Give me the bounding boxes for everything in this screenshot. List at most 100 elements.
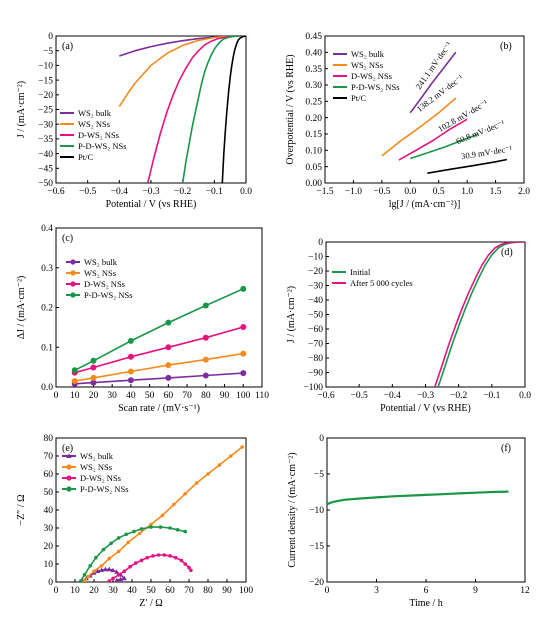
y-tick-label: 10	[44, 560, 54, 570]
data-point	[217, 463, 222, 467]
x-tick-label: 0	[54, 391, 59, 401]
x-axis-label: Potential / V (vs RHE)	[380, 403, 471, 414]
x-tick-label: −0.3	[417, 391, 434, 401]
series-line-4	[221, 36, 246, 183]
chart-panel-c: 0 10 20 30 40 50 60 70 80 90 100 110 0.0 0.1 0.2 0.3 0.4…	[16, 224, 269, 414]
x-tick-label: 9	[473, 586, 478, 596]
x-tick-label: 0.0	[519, 391, 531, 401]
data-point	[94, 555, 98, 560]
panel-label: (a)	[62, 41, 73, 52]
data-point	[189, 568, 193, 573]
x-tick-label: 40	[126, 391, 136, 401]
data-point	[78, 579, 83, 582]
y-tick-label: −60	[308, 325, 323, 335]
data-point	[162, 553, 167, 557]
legend-marker	[70, 281, 76, 287]
data-point	[168, 526, 172, 530]
data-point	[165, 344, 172, 351]
data-point	[126, 540, 130, 545]
series-line-2	[74, 326, 244, 374]
y-tick-label: 60	[44, 470, 54, 480]
x-tick-label: 3	[374, 586, 379, 596]
chart-panel-a: −0.6 −0.5 −0.4 −0.3 −0.2 −0.1 0.0 0 −5 −10 −15 −20 −…	[16, 32, 252, 210]
series-line-1	[74, 352, 244, 382]
x-tick-label: −0.6	[317, 391, 334, 401]
data-point	[124, 532, 129, 537]
series-line-0	[74, 372, 244, 385]
chart-panel-e: 0 10 20 30 40 50 60 70 80 90 100 0 10 20 30 40 50 60 70 80 Z…	[16, 434, 253, 609]
x-tick-label: 60	[164, 391, 174, 401]
data-point	[127, 337, 134, 344]
data-point	[165, 362, 172, 369]
data-point	[88, 564, 92, 568]
x-tick-label: 40	[127, 586, 137, 596]
data-point	[149, 525, 153, 529]
x-tick-label: 60	[165, 586, 175, 596]
x-tick-label: 110	[255, 391, 269, 401]
series-line-1	[434, 242, 525, 387]
data-point	[240, 445, 244, 449]
legend-label: WS₂ bulk	[84, 257, 118, 267]
data-point	[114, 569, 120, 574]
legend-label: Initial	[350, 267, 371, 277]
y-tick-label: 0.0	[41, 383, 53, 393]
legend-label: WS₂ NSs	[351, 60, 383, 70]
data-point	[202, 372, 209, 379]
data-point	[90, 357, 97, 364]
x-tick-label: 20	[89, 586, 99, 596]
y-tick-label: 0.25	[305, 98, 322, 108]
legend-marker	[70, 292, 76, 298]
data-point	[116, 536, 121, 540]
x-tick-label: 30	[107, 391, 117, 401]
x-tick-label: −0.4	[384, 391, 401, 401]
data-point	[90, 364, 97, 371]
x-tick-label: 80	[201, 391, 211, 401]
data-point	[149, 522, 153, 527]
data-point	[106, 566, 112, 572]
y-tick-label: 0.3	[41, 264, 53, 274]
data-point	[202, 334, 209, 341]
y-tick-label: −25	[38, 106, 53, 116]
data-point	[82, 579, 87, 582]
data-point	[86, 574, 91, 579]
y-tick-label: −20	[308, 267, 323, 277]
chart-panel-d: −0.6 −0.5 −0.4 −0.3 −0.2 −0.1 0.0 0 −10 −20 −30 −40…	[286, 238, 531, 414]
x-axis-label: Z′ / Ω	[139, 598, 163, 609]
panel-label: (f)	[501, 443, 511, 454]
plot-area	[78, 445, 244, 582]
series-line-1	[381, 97, 457, 157]
plot-area	[327, 490, 509, 506]
series-line-3	[74, 288, 244, 372]
data-point	[102, 566, 108, 572]
series-line-4	[427, 158, 508, 174]
data-point	[139, 527, 144, 531]
x-axis-label: lg[J / (mA·cm⁻²)]	[389, 199, 461, 210]
panel-label: (c)	[62, 233, 73, 244]
data-point	[132, 529, 136, 534]
x-tick-label: 0.0	[404, 187, 416, 197]
data-point	[158, 525, 163, 529]
x-tick-label: −1.0	[345, 187, 362, 197]
y-tick-label: 0.45	[305, 32, 322, 42]
legend-marker	[70, 270, 76, 276]
y-tick-label: 0.10	[305, 147, 322, 157]
x-tick-label: −0.5	[79, 187, 96, 197]
x-tick-label: 80	[203, 586, 213, 596]
data-point	[107, 579, 111, 582]
data-point	[229, 454, 233, 458]
y-axis-label: Current density / (mA·cm⁻²)	[287, 452, 298, 567]
series-line-3	[410, 133, 479, 160]
data-point	[116, 573, 121, 577]
y-tick-label: −80	[308, 354, 323, 364]
data-point	[240, 323, 247, 330]
y-tick-label: −35	[38, 135, 53, 145]
y-tick-label: −90	[308, 369, 323, 379]
legend-label: Pt/C	[351, 93, 366, 103]
y-tick-label: 0.30	[305, 81, 322, 91]
y-tick-label: −10	[38, 62, 53, 72]
x-tick-label: 50	[145, 391, 155, 401]
x-tick-label: 1.5	[490, 187, 502, 197]
